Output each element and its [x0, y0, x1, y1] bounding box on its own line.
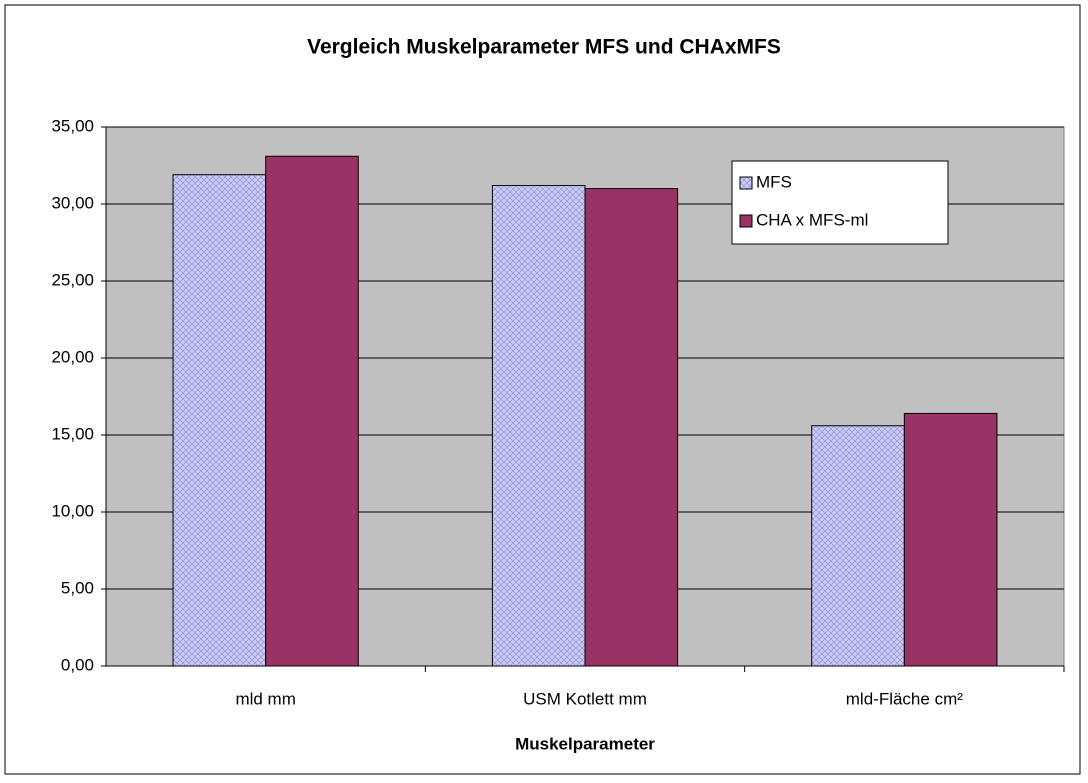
x-tick-label: USM Kotlett mm — [523, 689, 647, 708]
bar — [584, 188, 679, 667]
y-tick-label: 20,00 — [51, 347, 94, 366]
bar — [265, 155, 359, 667]
y-tick-label: 5,00 — [61, 578, 94, 597]
legend-box — [731, 160, 949, 245]
y-tick-label: 0,00 — [61, 655, 94, 674]
y-tick-label: 10,00 — [51, 501, 94, 520]
legend-label: MFS — [756, 172, 792, 191]
legend-label: CHA x MFS-ml — [756, 210, 868, 229]
legend-swatch — [739, 176, 753, 190]
x-tick-label: mld-Fläche cm² — [846, 689, 963, 708]
chart-title: Vergleich Muskelparameter MFS und CHAxMF… — [307, 36, 781, 59]
bar — [903, 412, 998, 667]
bar — [172, 174, 267, 667]
y-tick-label: 25,00 — [51, 270, 94, 289]
bar — [491, 185, 586, 667]
x-axis-title: Muskelparameter — [515, 734, 655, 753]
y-tick-label: 15,00 — [51, 424, 94, 443]
y-tick-label: 35,00 — [51, 116, 94, 135]
bar — [811, 425, 905, 667]
x-tick-label: mld mm — [235, 689, 295, 708]
legend-swatch — [739, 214, 753, 228]
y-tick-label: 30,00 — [51, 193, 94, 212]
